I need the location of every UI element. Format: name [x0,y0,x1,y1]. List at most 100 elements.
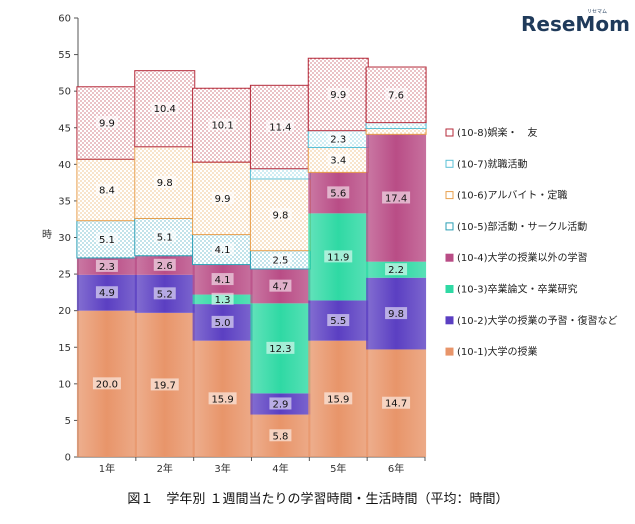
bar-label: 2.9 [272,399,288,410]
bar-label-bg [211,315,234,328]
bar-label-bg [95,183,118,196]
legend-swatch [445,347,454,356]
bar-label-bg [327,186,350,199]
brand-logo: ReseMom リセマム [521,9,630,36]
bar-label-bg [385,263,408,276]
bar-label-bg [327,153,350,166]
bar-label-bg [269,397,292,410]
bar-label-bg [211,273,234,286]
bar-label-bg [385,307,408,320]
y-tick-label: 30 [58,233,71,244]
bar-label-bg [150,378,179,391]
bar-label: 15.9 [327,394,349,405]
axes: 0 5 10 15 20 25 30 35 40 45 50 55 60 1年 2年 3年 4年 5年 6年 [58,14,426,475]
bar-label-bg [269,253,292,266]
bar-label: 7.6 [388,90,404,101]
legend-item: (10-2)大学の授業の予習・復習など [445,314,618,327]
legend-item: (10-4)大学の授業以外の学習 [445,251,588,264]
bar-label-bg [92,377,121,390]
y-tick-label: 45 [58,123,71,134]
y-axis-label: 時 [42,229,52,241]
y-tick-label: 10 [58,379,71,390]
bar-label: 9.9 [330,90,346,101]
bar-label-bg [269,429,292,442]
bar-label: 15.9 [211,394,233,405]
y-tick-label: 55 [58,50,71,61]
bar-label: 9.9 [99,118,115,129]
bars [76,57,427,457]
bar-label: 20.0 [96,379,118,390]
legend-swatch [445,253,454,262]
bar-label-bg [208,392,237,405]
bar-label: 5.5 [330,316,346,327]
y-tick-label: 20 [58,306,71,317]
legend-item: (10-3)卒業論文・卒業研究 [445,283,578,296]
bar-label-bg [382,396,411,409]
bar-label: 5.0 [215,318,231,329]
bar-label: 12.3 [269,344,291,355]
bar-label-bg [327,87,350,100]
bar-label: 8.4 [99,185,115,196]
bar-label-bg [208,118,237,131]
bar-label-bg [95,286,118,299]
bar-label: 10.4 [154,104,176,115]
legend-label: (10-1)大学の授業 [457,345,538,358]
bar-label: 19.7 [154,380,176,391]
bar-label: 11.4 [269,123,291,134]
bar-label-bg [382,191,411,204]
bar-label-bg [153,287,176,300]
bar-label-bg [269,208,292,221]
bar-label-bg [385,88,408,101]
legend-label: (10-3)卒業論文・卒業研究 [457,283,578,296]
legend-label: (10-4)大学の授業以外の学習 [457,251,588,264]
bar-label: 4.1 [215,245,231,256]
bar-label: 5.8 [272,431,288,442]
brand-name: ReseMom [521,12,630,36]
bar-label: 10.1 [211,121,233,132]
bar-label-bg [327,132,350,145]
legend-item: (10-1)大学の授業 [445,345,538,358]
bar-label: 5.1 [157,233,173,244]
y-tick-label: 60 [58,14,71,25]
bar-label-bg [324,392,353,405]
bar-label: 2.5 [272,255,288,266]
bar-label: 17.4 [385,193,407,204]
bar-label-bg [150,102,179,115]
legend-swatch [445,128,454,137]
legend-label: (10-2)大学の授業の予習・復習など [457,314,618,327]
bar-label-bg [95,116,118,129]
y-tick-label: 0 [65,453,71,464]
legend-item: (10-5)部活動・サークル活動 [445,220,587,233]
legend-item: (10-7)就職活動 [445,157,528,170]
bar-label-bg [153,230,176,243]
y-tick-label: 35 [58,196,71,207]
bar-label-bg [269,279,292,292]
x-tick-label: 3年 [214,462,230,475]
x-tick-label: 4年 [272,462,288,475]
bar-segment [76,158,138,222]
bar-label: 2.3 [330,135,346,146]
y-tick-label: 5 [65,416,71,427]
bar-label: 5.1 [99,235,115,246]
bar-label: 5.2 [157,289,173,300]
brand-kana: リセマム [587,9,607,15]
legend-label: (10-6)アルバイト・定職 [457,189,567,202]
bar-label: 4.1 [215,275,231,286]
bar-label: 14.7 [385,399,407,410]
x-tick-label: 1年 [99,462,115,475]
y-tick-label: 50 [58,87,71,98]
bar-label-bg [211,243,234,256]
bar-label: 4.7 [272,282,288,293]
bar-label: 9.8 [388,309,404,320]
bar-label: 2.2 [388,265,404,276]
x-tick-label: 5年 [330,462,346,475]
y-tick-label: 25 [58,270,71,281]
y-tick-label: 40 [58,160,71,171]
bar-segment [365,127,427,135]
bar-label-bg [211,191,234,204]
bar-label-bg [95,259,118,272]
bar-label-bg [327,314,350,327]
bar-label-bg [153,258,176,271]
legend-label: (10-5)部活動・サークル活動 [457,220,587,233]
bar-label: 2.3 [99,262,115,273]
